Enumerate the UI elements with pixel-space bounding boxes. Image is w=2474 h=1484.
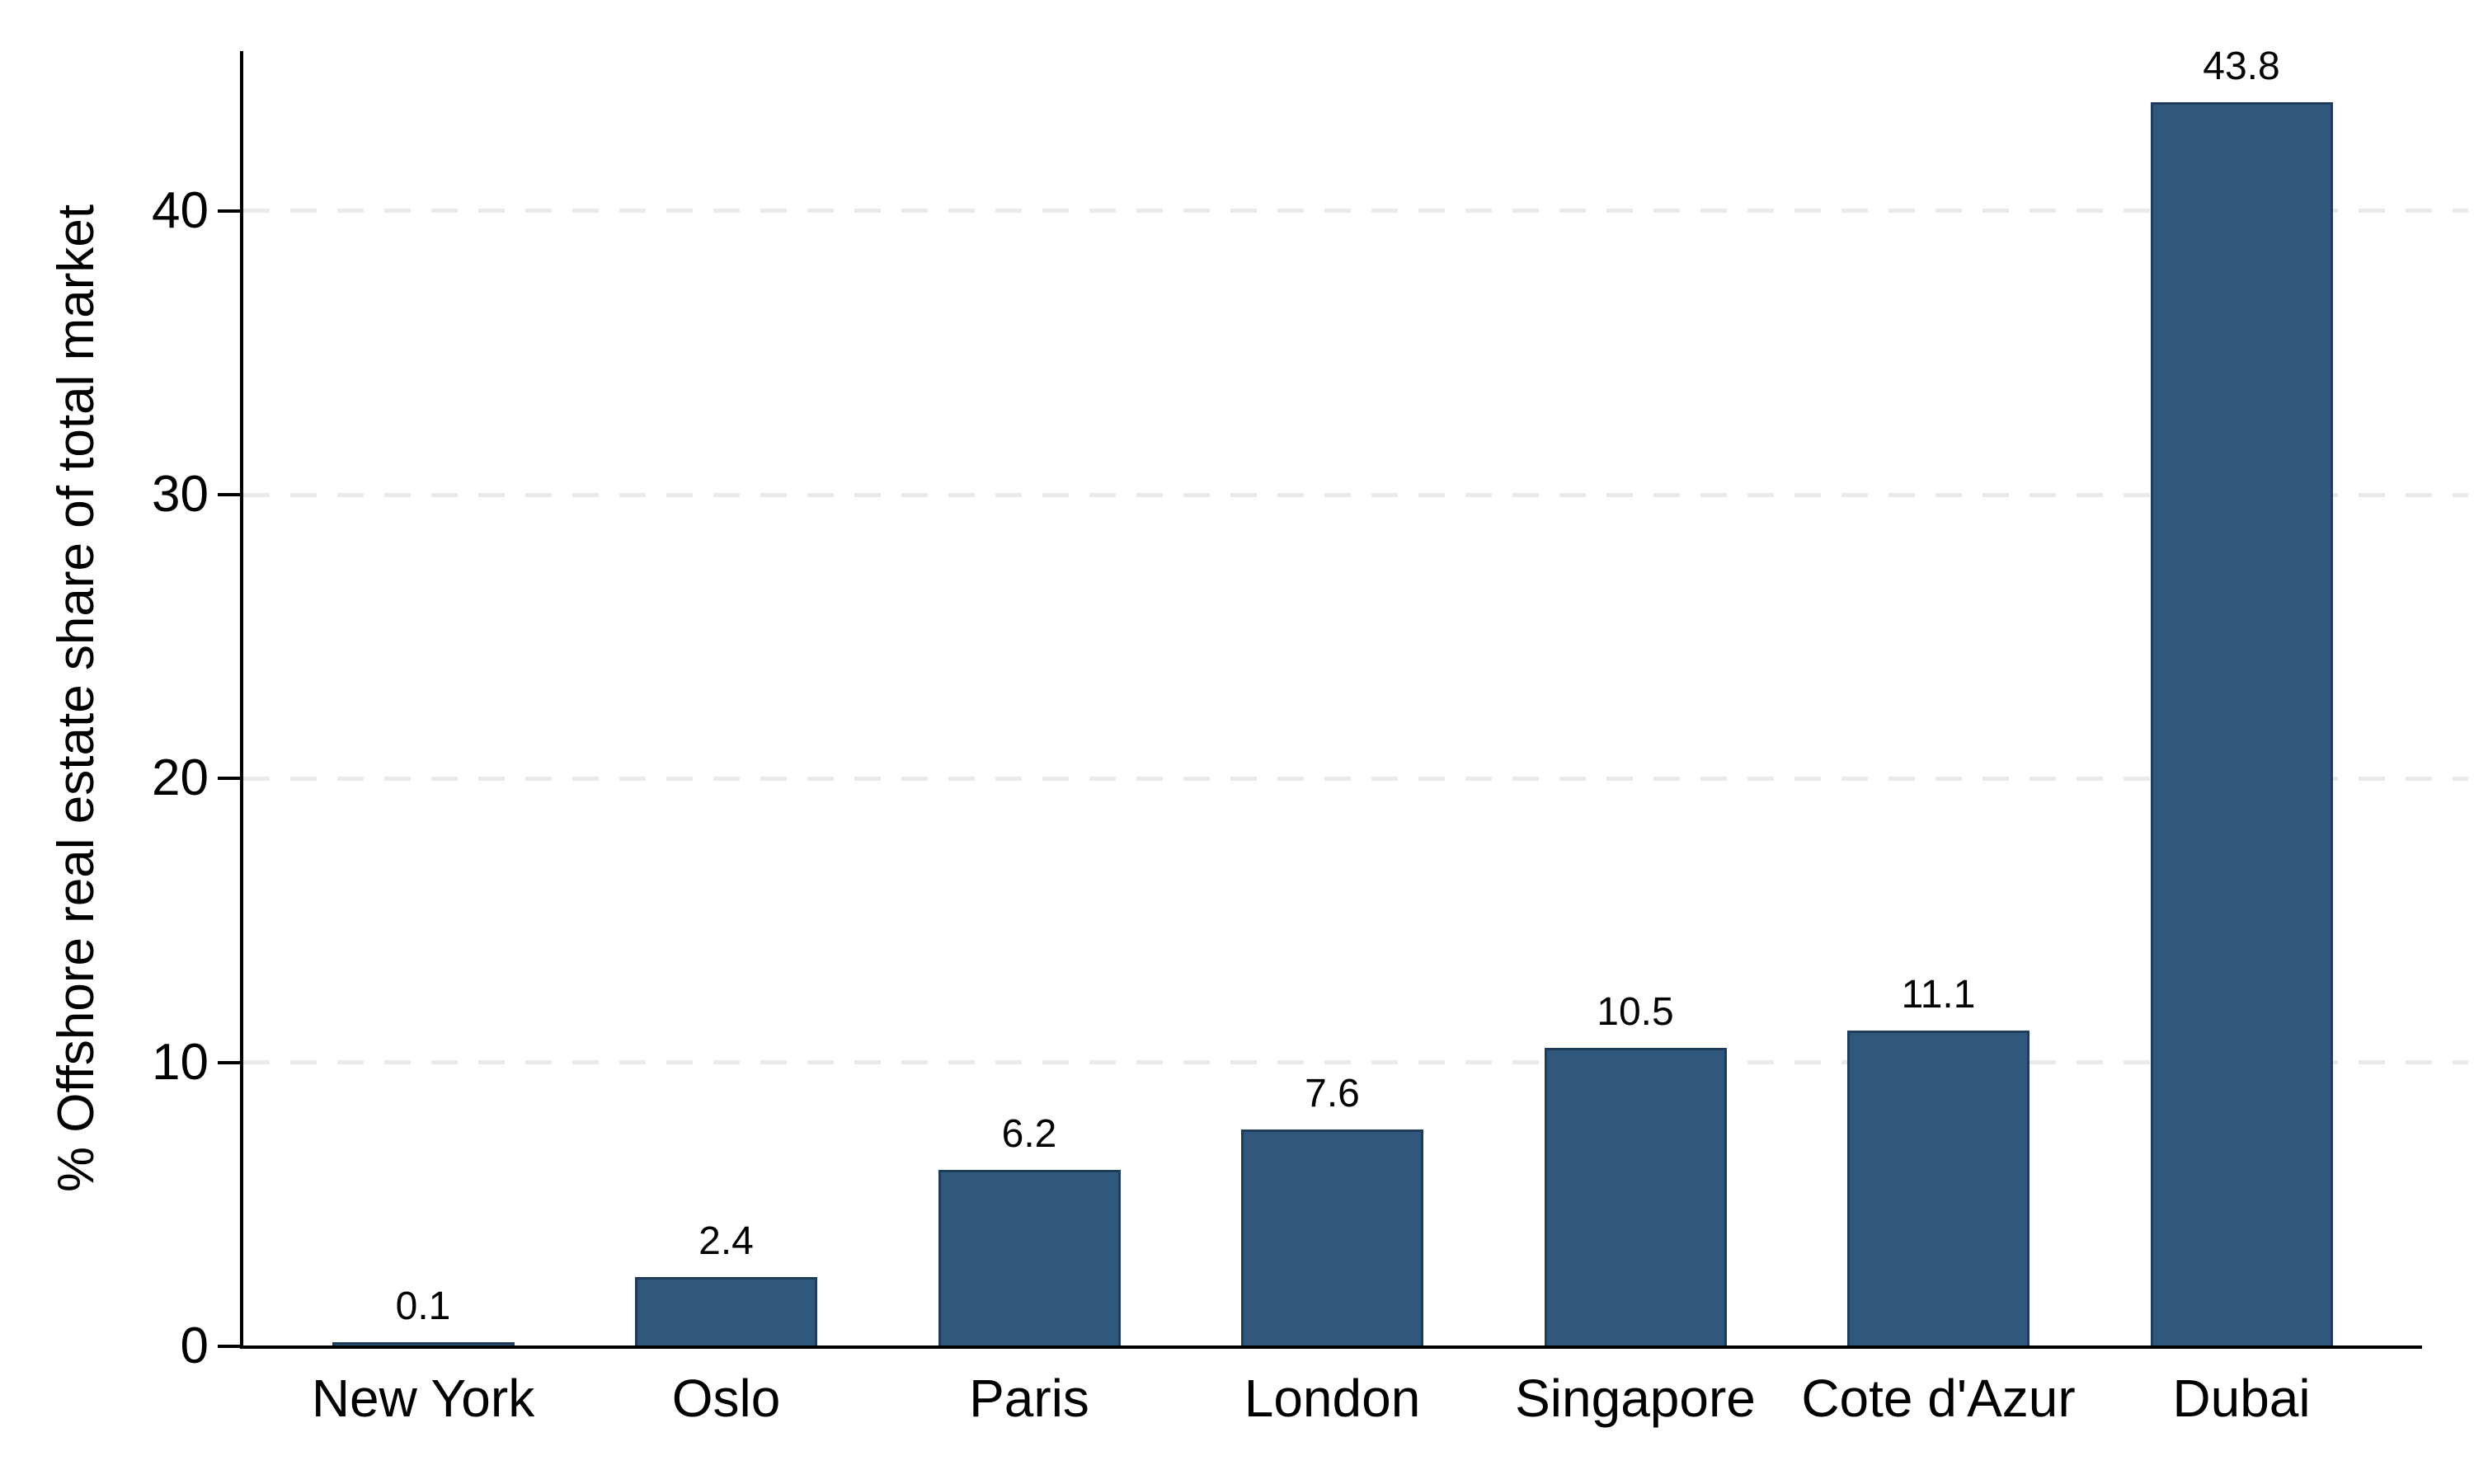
x-axis-category-label: Paris bbox=[969, 1369, 1089, 1428]
y-axis-gridline bbox=[243, 209, 2468, 214]
y-axis-gridline bbox=[243, 492, 2468, 497]
y-axis-tick-mark bbox=[218, 1060, 240, 1064]
y-axis-tick-mark bbox=[218, 209, 240, 213]
bar-value-label: 10.5 bbox=[1597, 989, 1674, 1034]
y-axis-line bbox=[240, 51, 243, 1349]
x-axis-line bbox=[240, 1345, 2422, 1349]
x-axis-category-label: Singapore bbox=[1515, 1369, 1756, 1428]
y-axis-tick-label: 0 bbox=[180, 1317, 209, 1374]
y-axis-tick-mark bbox=[218, 777, 240, 781]
bar bbox=[938, 1169, 1121, 1345]
y-axis-tick-mark bbox=[218, 493, 240, 497]
y-axis-tick-label: 40 bbox=[152, 181, 209, 239]
y-axis-tick-label: 10 bbox=[152, 1033, 209, 1091]
bar bbox=[1847, 1030, 2030, 1345]
x-axis-category-label: Dubai bbox=[2172, 1369, 2311, 1428]
bar bbox=[635, 1277, 817, 1345]
bar-value-label: 0.1 bbox=[395, 1284, 451, 1328]
y-axis-tick-mark bbox=[218, 1345, 240, 1348]
y-axis-tick-label: 30 bbox=[152, 466, 209, 524]
x-axis-category-label: London bbox=[1244, 1369, 1421, 1428]
bar bbox=[1241, 1129, 1423, 1345]
bar bbox=[2150, 101, 2333, 1345]
bar bbox=[332, 1342, 515, 1345]
x-axis-category-label: New York bbox=[311, 1369, 535, 1428]
bar-value-label: 43.8 bbox=[2203, 44, 2280, 88]
y-axis-gridline bbox=[243, 1060, 2468, 1065]
bar-value-label: 11.1 bbox=[1901, 972, 1976, 1017]
bar-value-label: 7.6 bbox=[1305, 1072, 1360, 1116]
plot-area: 0.1 2.4 6.2 7.6 10.5 11.1 43.8 bbox=[242, 45, 2468, 1345]
y-axis-title: % Offshore real estate share of total ma… bbox=[15, 51, 139, 1345]
y-axis-tick-label: 20 bbox=[152, 749, 209, 807]
x-axis-category-label: Cote d'Azur bbox=[1801, 1369, 2076, 1428]
bar-value-label: 2.4 bbox=[698, 1219, 754, 1264]
bar-value-label: 6.2 bbox=[1001, 1111, 1057, 1156]
x-axis-category-label: Oslo bbox=[671, 1369, 781, 1428]
y-axis-gridline bbox=[243, 776, 2468, 781]
bar bbox=[1544, 1047, 1727, 1345]
